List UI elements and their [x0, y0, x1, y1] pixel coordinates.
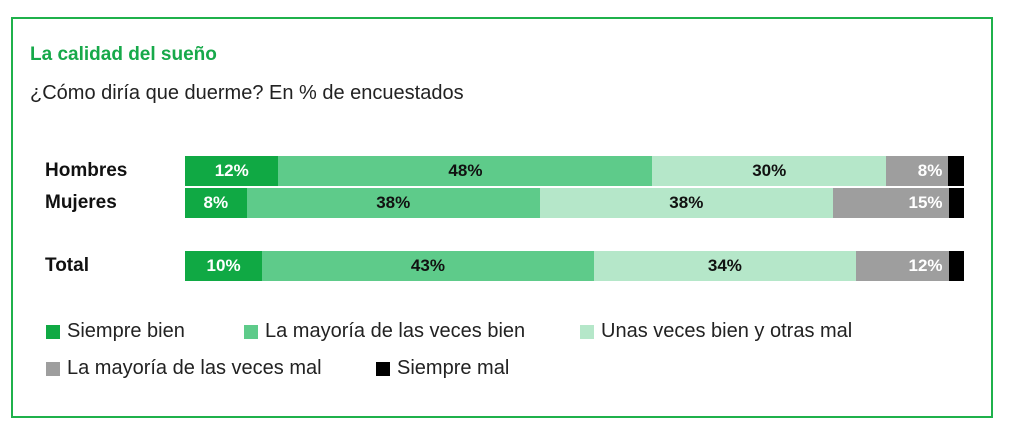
bar-segment-total-2: 34%: [593, 251, 856, 281]
legend-swatch: [46, 361, 60, 376]
legend-item: Unas veces bien y otras mal: [580, 320, 852, 343]
bar-segment-total-1: 43%: [262, 251, 594, 281]
bar-segment-total-4: [948, 251, 964, 281]
data-label: 43%: [410, 256, 445, 275]
data-label: 15%: [908, 193, 943, 212]
legend-item: La mayoría de las veces mal: [46, 357, 322, 380]
bar-segment-mujeres-4: [948, 188, 964, 218]
data-label: 30%: [752, 161, 787, 180]
bar-segment-hombres-4: [948, 156, 964, 186]
legend-label: Siempre mal: [397, 357, 510, 379]
bar-mujeres: 8% 38% 38% 15%: [185, 188, 964, 218]
legend-label: La mayoría de las veces mal: [67, 357, 322, 379]
legend-swatch: [46, 324, 60, 339]
bar-segment-mujeres-3: 15%: [832, 188, 949, 218]
data-label: 38%: [669, 193, 704, 212]
bar-segment-mujeres-1: 38%: [246, 188, 540, 218]
data-label: 12%: [908, 256, 943, 275]
bar-segment-mujeres-0: 8%: [185, 188, 247, 218]
legend-swatch: [580, 324, 594, 339]
bar-segment-total-3: 12%: [856, 251, 949, 281]
bar-segment-hombres-1: 48%: [278, 156, 653, 186]
legend-item: La mayoría de las veces bien: [244, 320, 525, 343]
chart-frame: [11, 17, 993, 418]
row-label-total: Total: [45, 255, 89, 276]
bar-hombres: 12% 48% 30% 8%: [185, 156, 964, 186]
chart-subtitle: ¿Cómo diría que duerme? En % de encuesta…: [30, 82, 464, 104]
chart-title: La calidad del sueño: [30, 44, 217, 65]
legend-swatch: [376, 361, 390, 376]
bar-segment-total-0: 10%: [185, 251, 263, 281]
data-label: 38%: [376, 193, 411, 212]
data-label: 34%: [707, 256, 742, 275]
data-label: 48%: [448, 161, 483, 180]
data-label: 10%: [206, 256, 241, 275]
bar-segment-hombres-2: 30%: [652, 156, 887, 186]
row-label-hombres: Hombres: [45, 160, 128, 181]
bar-segment-hombres-0: 12%: [185, 156, 279, 186]
data-label: 8%: [917, 161, 943, 180]
row-label-mujeres: Mujeres: [45, 192, 117, 213]
legend-label: Unas veces bien y otras mal: [601, 320, 853, 342]
legend-swatch: [244, 324, 258, 339]
bar-total: 10% 43% 34% 12%: [185, 251, 964, 281]
data-label: 8%: [203, 193, 229, 212]
legend-label: Siempre bien: [67, 320, 185, 342]
legend-item: Siempre bien: [46, 320, 185, 343]
legend-label: La mayoría de las veces bien: [265, 320, 526, 342]
data-label: 12%: [214, 161, 249, 180]
legend-item: Siempre mal: [376, 357, 509, 380]
bar-segment-mujeres-2: 38%: [539, 188, 833, 218]
bar-segment-hombres-3: 8%: [886, 156, 949, 186]
